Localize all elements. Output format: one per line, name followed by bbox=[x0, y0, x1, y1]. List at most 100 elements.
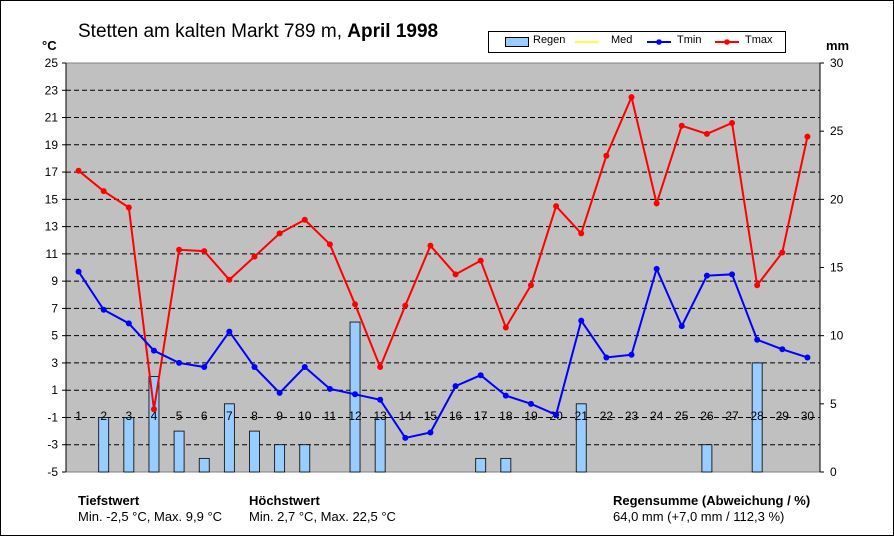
x-tick-label: 6 bbox=[201, 409, 208, 423]
x-tick-label: 19 bbox=[524, 409, 538, 423]
point-tmin bbox=[553, 411, 560, 418]
point-tmin bbox=[729, 271, 736, 278]
rain-bar bbox=[173, 430, 185, 473]
stats-hoechstwert: Höchstwert Min. 2,7 °C, Max. 22,5 °C bbox=[249, 493, 396, 525]
left-tick-label: 3 bbox=[51, 356, 58, 370]
point-tmax bbox=[427, 242, 434, 249]
right-tick-label: 0 bbox=[830, 465, 837, 479]
legend-swatch-tmax bbox=[715, 39, 739, 45]
stats-tiefstwert: Tiefstwert Min. -2,5 °C, Max. 9,9 °C bbox=[78, 493, 222, 525]
point-tmax bbox=[653, 200, 660, 207]
point-tmax bbox=[125, 204, 132, 211]
legend-label-tmax: Tmax bbox=[745, 34, 773, 46]
tiefstwert-text: Min. -2,5 °C, Max. 9,9 °C bbox=[78, 509, 223, 524]
point-tmin bbox=[352, 391, 359, 398]
rain-bar bbox=[198, 457, 210, 473]
left-tick-label: 7 bbox=[51, 301, 58, 315]
point-tmin bbox=[377, 396, 384, 403]
point-tmax bbox=[251, 253, 258, 260]
x-tick-label: 30 bbox=[801, 409, 815, 423]
rain-bar bbox=[299, 444, 311, 473]
right-tick-label: 5 bbox=[830, 397, 837, 411]
point-tmin bbox=[276, 389, 283, 396]
left-tick-label: 1 bbox=[51, 383, 58, 397]
title-station: Stetten am kalten Markt 789 m, bbox=[78, 21, 343, 42]
x-tick-label: 14 bbox=[399, 409, 413, 423]
point-tmin bbox=[176, 359, 183, 366]
point-tmax bbox=[150, 406, 157, 413]
left-tick-label: 17 bbox=[45, 165, 59, 179]
point-tmin bbox=[150, 347, 157, 354]
point-tmax bbox=[678, 122, 685, 129]
point-tmax bbox=[352, 301, 359, 308]
point-tmin bbox=[326, 385, 333, 392]
x-tick-label: 12 bbox=[348, 409, 362, 423]
left-tick-label: 19 bbox=[45, 138, 59, 152]
point-tmin bbox=[527, 400, 534, 407]
x-tick-label: 8 bbox=[251, 409, 258, 423]
series-line-tmax bbox=[77, 93, 809, 410]
tiefstwert-heading: Tiefstwert bbox=[78, 493, 140, 508]
left-tick-label: 11 bbox=[46, 247, 59, 261]
x-tick-label: 2 bbox=[100, 409, 107, 423]
x-tick-label: 7 bbox=[226, 409, 233, 423]
series-line-tmin bbox=[77, 265, 808, 440]
rain-bar bbox=[98, 417, 110, 473]
right-axis-unit: mm bbox=[826, 38, 850, 53]
x-tick-label: 22 bbox=[600, 409, 614, 423]
point-tmax bbox=[276, 230, 283, 237]
point-tmin bbox=[201, 364, 208, 371]
left-tick-label: -1 bbox=[47, 410, 58, 424]
point-tmin bbox=[75, 268, 82, 275]
point-tmax bbox=[628, 94, 635, 101]
point-tmax bbox=[100, 188, 107, 195]
x-tick-label: 28 bbox=[750, 409, 764, 423]
x-tick-label: 5 bbox=[176, 409, 183, 423]
point-tmax bbox=[502, 324, 509, 331]
legend: Regen Med Tmin Tmax bbox=[488, 31, 786, 53]
hoechstwert-heading: Höchstwert bbox=[249, 493, 320, 508]
x-tick-label: 27 bbox=[725, 409, 739, 423]
x-tick-label: 10 bbox=[298, 409, 312, 423]
point-tmax bbox=[226, 276, 233, 283]
rain-bar bbox=[274, 444, 286, 473]
left-axis-unit: °C bbox=[42, 38, 57, 53]
point-tmin bbox=[301, 364, 308, 371]
x-tick-label: 24 bbox=[650, 409, 664, 423]
right-tick-label: 25 bbox=[830, 124, 844, 138]
point-tmin bbox=[703, 272, 710, 279]
x-tick-label: 16 bbox=[449, 409, 463, 423]
left-tick-label: 23 bbox=[45, 83, 59, 97]
rain-bar bbox=[123, 417, 135, 473]
legend-swatch-tmin bbox=[647, 39, 671, 45]
x-tick-label: 3 bbox=[125, 409, 132, 423]
point-tmax bbox=[301, 216, 308, 223]
regensumme-heading: Regensumme (Abweichung / %) bbox=[613, 493, 811, 508]
point-tmax bbox=[477, 257, 484, 264]
point-tmin bbox=[779, 346, 786, 353]
point-tmax bbox=[603, 152, 610, 159]
plot-area bbox=[65, 62, 821, 473]
point-tmax bbox=[201, 248, 208, 255]
point-tmax bbox=[703, 130, 710, 137]
point-tmin bbox=[603, 354, 610, 361]
x-tick-label: 18 bbox=[499, 409, 513, 423]
point-tmin bbox=[452, 383, 459, 390]
rain-bar bbox=[249, 430, 260, 473]
title-period: April 1998 bbox=[347, 21, 439, 42]
left-tick-label: -3 bbox=[47, 438, 58, 452]
point-tmax bbox=[326, 241, 333, 248]
stats-regensumme: Regensumme (Abweichung / %) 64,0 mm (+7,… bbox=[613, 493, 810, 525]
rain-bar bbox=[500, 457, 512, 473]
point-tmin bbox=[678, 323, 685, 330]
legend-label-regen: Regen bbox=[533, 34, 566, 46]
x-tick-label: 15 bbox=[424, 409, 438, 423]
left-tick-label: 9 bbox=[51, 274, 58, 288]
x-tick-label: 25 bbox=[675, 409, 689, 423]
right-tick-label: 20 bbox=[830, 192, 844, 206]
point-tmin bbox=[502, 392, 509, 399]
x-tick-label: 1 bbox=[75, 409, 82, 423]
left-tick-label: 25 bbox=[45, 56, 59, 70]
rain-bar bbox=[701, 444, 713, 473]
